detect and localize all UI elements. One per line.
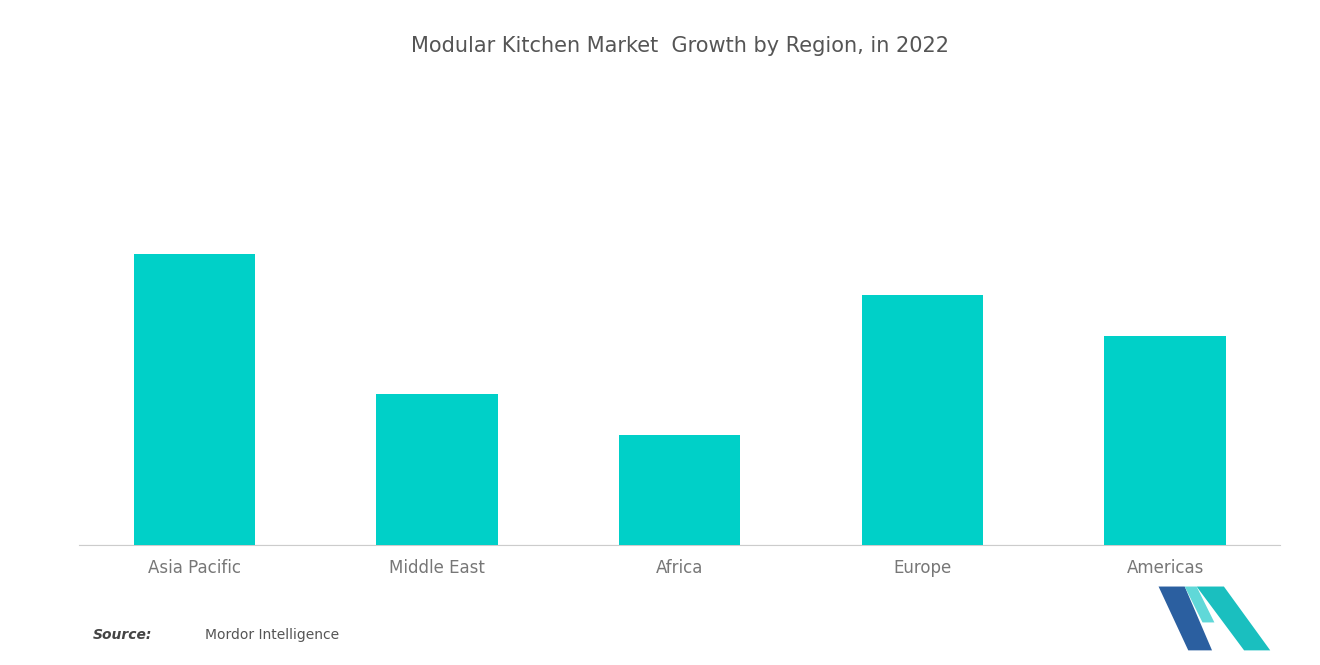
Bar — [862, 295, 983, 545]
Polygon shape — [1159, 587, 1212, 650]
Bar — [619, 435, 741, 545]
Text: Mordor Intelligence: Mordor Intelligence — [205, 628, 339, 642]
Bar — [376, 394, 498, 545]
Title: Modular Kitchen Market  Growth by Region, in 2022: Modular Kitchen Market Growth by Region,… — [411, 36, 949, 56]
Bar — [133, 254, 255, 545]
Polygon shape — [1185, 587, 1214, 622]
Bar — [1105, 336, 1226, 545]
Polygon shape — [1196, 587, 1270, 650]
Text: Source:: Source: — [92, 628, 152, 642]
